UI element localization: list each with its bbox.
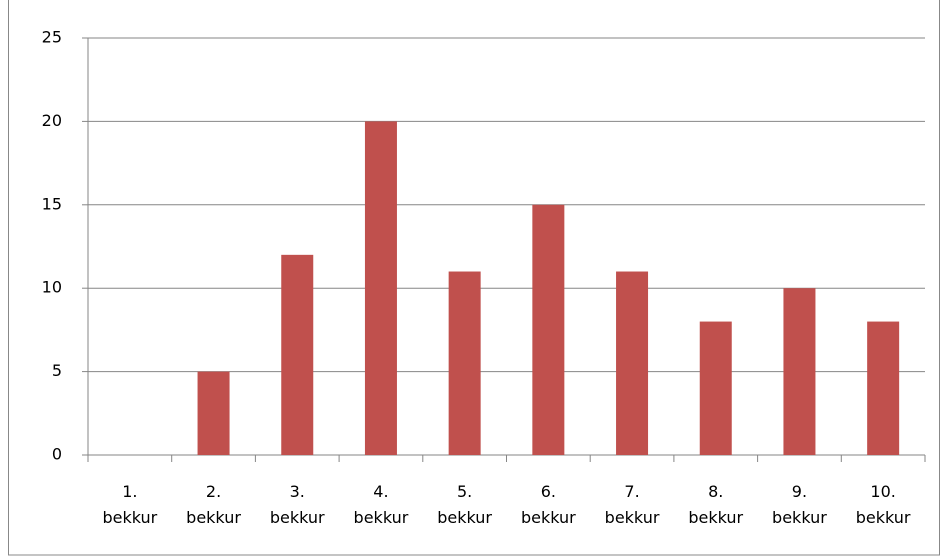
y-tick-label: 5 bbox=[52, 361, 62, 380]
x-tick-label: 1. bekkur bbox=[102, 482, 158, 527]
bar bbox=[616, 271, 649, 455]
bar bbox=[783, 288, 816, 455]
y-tick-label: 0 bbox=[52, 445, 62, 464]
bar bbox=[532, 204, 565, 455]
y-tick-label: 25 bbox=[42, 28, 62, 47]
bar bbox=[699, 321, 732, 455]
bar bbox=[281, 254, 314, 455]
y-tick-label: 10 bbox=[42, 278, 62, 297]
x-tick-label: 10. bekkur bbox=[855, 482, 911, 527]
x-tick-label: 2. bekkur bbox=[186, 482, 241, 527]
x-tick-label: 7. bekkur bbox=[604, 482, 660, 527]
bar bbox=[448, 271, 481, 455]
y-tick-label: 15 bbox=[42, 194, 62, 213]
y-tick-label: 20 bbox=[42, 111, 62, 130]
x-tick-label: 9. bekkur bbox=[772, 482, 827, 527]
bar bbox=[867, 321, 900, 455]
x-tick-label: 4. bekkur bbox=[353, 482, 409, 527]
x-tick-label: 6. bekkur bbox=[520, 482, 576, 527]
bar bbox=[364, 121, 397, 456]
chart-border bbox=[8, 0, 940, 556]
x-tick-label: 5. bekkur bbox=[437, 482, 493, 527]
x-tick-label: 3. bekkur bbox=[269, 482, 325, 527]
x-tick-label: 8. bekkur bbox=[688, 482, 744, 527]
bar bbox=[197, 371, 230, 455]
